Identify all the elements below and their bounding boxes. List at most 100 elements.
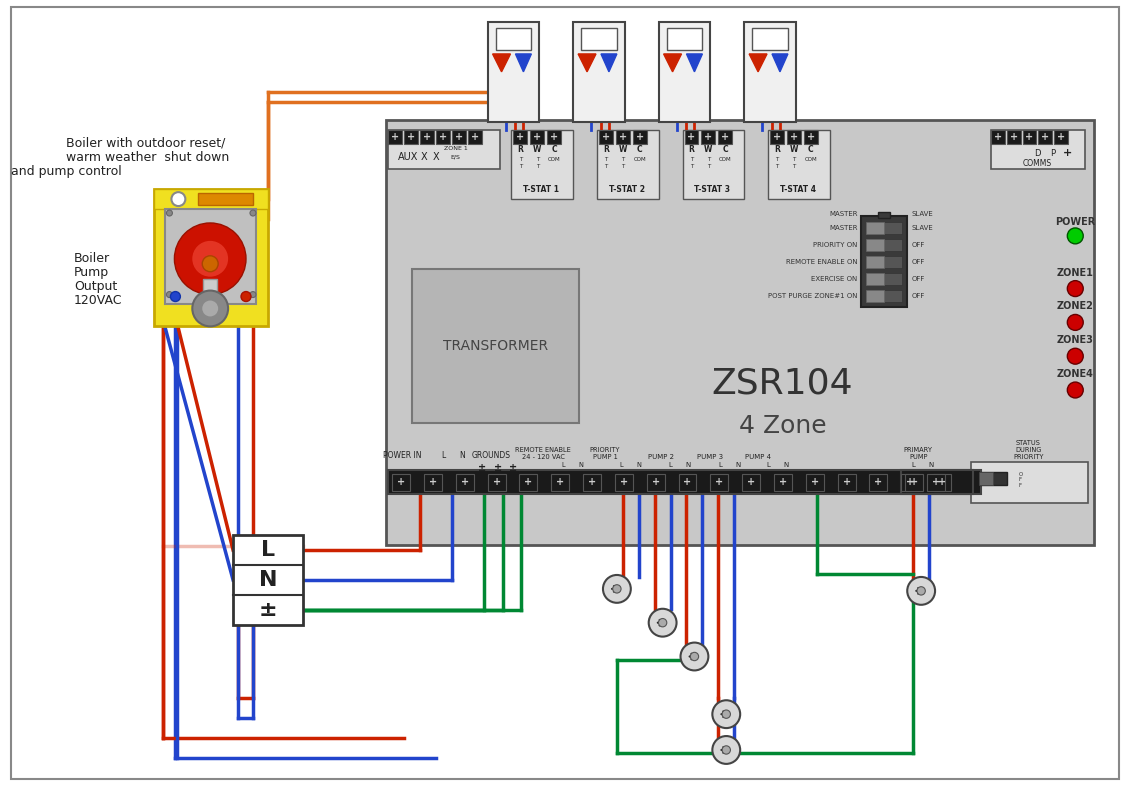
Text: ±: ± xyxy=(509,463,517,472)
Text: STATUS
DURING
PRIORITY: STATUS DURING PRIORITY xyxy=(1014,439,1044,460)
FancyBboxPatch shape xyxy=(774,473,792,491)
Text: R: R xyxy=(602,145,609,154)
FancyBboxPatch shape xyxy=(742,473,760,491)
Text: ZONE3: ZONE3 xyxy=(1057,336,1094,345)
Polygon shape xyxy=(601,54,617,72)
Text: +: + xyxy=(619,133,627,142)
FancyBboxPatch shape xyxy=(718,130,732,145)
Text: P: P xyxy=(1050,149,1055,158)
Text: PRIMARY
PUMP: PRIMARY PUMP xyxy=(904,446,933,460)
Text: N: N xyxy=(636,461,641,468)
Circle shape xyxy=(1068,228,1084,244)
Circle shape xyxy=(166,210,172,216)
FancyBboxPatch shape xyxy=(154,189,268,209)
Text: L: L xyxy=(619,461,623,468)
FancyBboxPatch shape xyxy=(927,473,945,491)
Text: W: W xyxy=(533,145,542,154)
FancyBboxPatch shape xyxy=(392,473,410,491)
Text: +: + xyxy=(556,477,564,487)
Text: +: + xyxy=(773,133,781,142)
Text: COMMS: COMMS xyxy=(1023,159,1052,167)
FancyBboxPatch shape xyxy=(531,130,544,145)
FancyBboxPatch shape xyxy=(867,239,903,251)
Text: OFF: OFF xyxy=(912,242,925,248)
FancyBboxPatch shape xyxy=(901,473,919,491)
Text: L: L xyxy=(669,461,672,468)
Text: W: W xyxy=(618,145,627,154)
FancyBboxPatch shape xyxy=(667,28,702,50)
Circle shape xyxy=(917,586,925,595)
FancyBboxPatch shape xyxy=(388,130,499,169)
Text: +: + xyxy=(492,477,500,487)
Circle shape xyxy=(649,609,677,637)
FancyBboxPatch shape xyxy=(878,212,890,218)
Polygon shape xyxy=(492,54,510,72)
Text: OFF: OFF xyxy=(912,292,925,299)
FancyBboxPatch shape xyxy=(701,130,715,145)
FancyBboxPatch shape xyxy=(233,535,302,625)
FancyBboxPatch shape xyxy=(1039,130,1052,145)
FancyBboxPatch shape xyxy=(154,189,268,326)
Text: COM: COM xyxy=(634,157,646,162)
Circle shape xyxy=(722,746,731,754)
Text: +: + xyxy=(636,133,644,142)
FancyBboxPatch shape xyxy=(436,130,450,145)
FancyBboxPatch shape xyxy=(768,130,830,199)
Text: N: N xyxy=(259,570,278,590)
Text: W: W xyxy=(790,145,798,154)
Text: +: + xyxy=(524,477,533,487)
Text: L: L xyxy=(718,461,723,468)
Circle shape xyxy=(713,736,741,764)
Text: COM: COM xyxy=(547,157,561,162)
Text: N: N xyxy=(735,461,741,468)
Circle shape xyxy=(1068,382,1084,398)
Text: PRIORITY ON: PRIORITY ON xyxy=(813,242,858,248)
Text: SLAVE: SLAVE xyxy=(912,211,933,217)
Text: TRANSFORMER: TRANSFORMER xyxy=(443,339,549,353)
Text: R: R xyxy=(517,145,524,154)
FancyBboxPatch shape xyxy=(1023,130,1036,145)
Circle shape xyxy=(166,292,172,298)
Circle shape xyxy=(1068,281,1084,296)
Text: POST PURGE ZONE#1 ON: POST PURGE ZONE#1 ON xyxy=(768,292,858,299)
Text: N: N xyxy=(686,461,691,468)
FancyBboxPatch shape xyxy=(581,28,617,50)
Text: POWER: POWER xyxy=(1055,217,1096,227)
FancyBboxPatch shape xyxy=(413,269,579,423)
Text: +: + xyxy=(407,133,415,142)
Text: L: L xyxy=(442,450,446,460)
FancyBboxPatch shape xyxy=(867,222,885,234)
Text: +: + xyxy=(550,133,559,142)
FancyBboxPatch shape xyxy=(496,28,532,50)
Circle shape xyxy=(722,710,731,718)
Text: EXERCISE ON: EXERCISE ON xyxy=(812,276,858,281)
FancyBboxPatch shape xyxy=(679,473,697,491)
Text: T: T xyxy=(792,157,796,162)
FancyBboxPatch shape xyxy=(599,130,613,145)
Text: +: + xyxy=(652,477,660,487)
FancyBboxPatch shape xyxy=(979,472,1007,486)
Text: +: + xyxy=(688,133,696,142)
Text: REMOTE ENABLE
24 - 120 VAC: REMOTE ENABLE 24 - 120 VAC xyxy=(516,446,571,460)
Circle shape xyxy=(713,700,741,728)
Polygon shape xyxy=(772,54,788,72)
FancyBboxPatch shape xyxy=(405,130,418,145)
Text: N: N xyxy=(783,461,789,468)
FancyBboxPatch shape xyxy=(597,130,659,199)
FancyBboxPatch shape xyxy=(659,22,710,122)
FancyBboxPatch shape xyxy=(165,209,256,303)
Text: GROUNDS: GROUNDS xyxy=(472,450,511,460)
Text: +: + xyxy=(1025,133,1034,142)
FancyBboxPatch shape xyxy=(804,130,818,145)
Text: POWER IN: POWER IN xyxy=(383,450,422,460)
FancyBboxPatch shape xyxy=(646,473,664,491)
FancyBboxPatch shape xyxy=(867,222,903,234)
Text: N: N xyxy=(928,461,934,468)
Text: T: T xyxy=(622,163,625,169)
Text: +: + xyxy=(391,133,399,142)
Text: T-STAT 1: T-STAT 1 xyxy=(524,185,560,193)
Text: +: + xyxy=(397,477,405,487)
Text: warm weather  shut down: warm weather shut down xyxy=(66,151,229,163)
Text: ZONE 1: ZONE 1 xyxy=(444,146,468,152)
Text: +: + xyxy=(438,133,447,142)
